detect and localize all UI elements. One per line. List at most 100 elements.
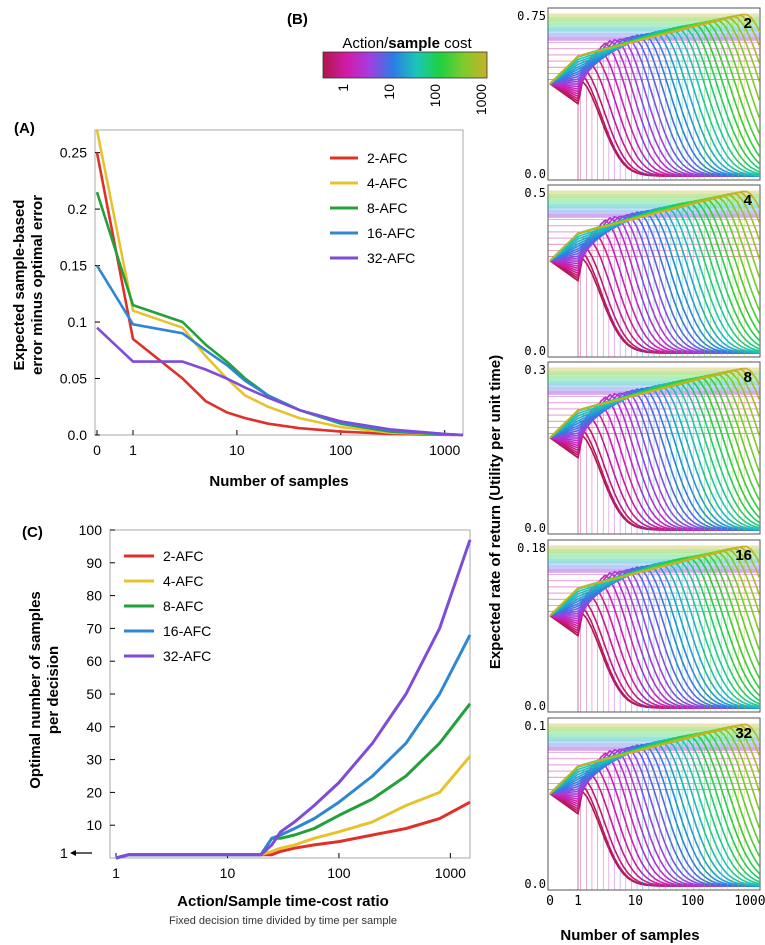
panel-a-legend-label: 32-AFC [367,250,415,266]
panel-c-x-axis-sublabel: Fixed decision time divided by time per … [169,915,397,927]
panel-b-colorbar-tick-label: 100 [427,84,443,108]
panel-c-x-axis-label: Action/Sample time-cost ratio [177,893,389,910]
panel-a-legend: 2-AFC 4-AFC 8-AFC 16-AFC 32-AFC [330,150,415,266]
panel-c-chart: Optimal number of samples per decision A… [27,522,472,927]
panel-b-y-max-label: 0.3 [524,363,546,377]
panel-b-return-curve [549,385,760,531]
panel-c-y-tick-label: 40 [86,719,102,735]
panel-b-colorbar-tick-label: 10 [381,84,397,100]
panel-c-x-tick-label: 1 [112,865,120,881]
panel-c-y-tick-label: 50 [86,686,102,702]
panel-b-x-tick-label: 0 [546,894,554,909]
panel-b-y-min-label: 0.0 [524,699,546,713]
panel-b-subpanel: 2 0.75 0.0 [517,7,761,181]
panel-b-subpanel-curves [548,545,760,712]
panel-b-return-curve [549,383,760,531]
panel-b-y-max-label: 0.5 [524,186,546,200]
panel-a-x-ticks: 0 1 10 100 1000 [93,430,460,458]
panel-b-colorbar-tick-label: 1 [335,84,351,92]
panel-c-series-line [115,539,472,860]
panel-a-series-line [96,326,464,437]
panel-b-y-max-label: 0.75 [517,9,546,23]
panel-a-chart: Expected sample-based error minus optima… [11,129,464,490]
panel-b-x-tick-label: 10 [627,894,643,909]
panel-c-y-tick-label: 30 [86,752,102,768]
panel-b-colorbar-label: Action/sample cost [342,35,472,52]
panel-c-y-tick-label: 10 [86,817,102,833]
panel-b-return-curve [549,190,760,262]
panel-c-x-ticks: 1 10 100 1000 [112,853,466,881]
panel-c-series-line [115,755,472,860]
panel-b-x-tick-label: 100 [681,894,704,909]
panel-b-return-curve [549,386,760,531]
panel-c-legend-label: 4-AFC [163,573,203,589]
panel-a-series-line [95,264,464,437]
panel-a-y-tick-label: 0.15 [60,258,87,274]
panel-b-subpanel-curves [548,190,760,357]
panel-c-x-tick-label: 10 [220,865,236,881]
panel-c-y-tick-label: 70 [86,620,102,636]
panel-b-subpanel-label: 8 [744,369,752,386]
colorbar-label-prefix: Action/ [342,35,389,52]
panel-label-a: (A) [14,120,35,137]
panel-c-y-tick-label: 20 [86,784,102,800]
panel-c-one-annotation-label: 1 [60,845,68,861]
panel-a-x-tick-label: 100 [329,442,353,458]
panel-b-y-max-label: 0.1 [524,719,546,733]
panel-b-return-curve [549,367,760,439]
panel-b-y-min-label: 0.0 [524,877,546,891]
panel-c-y-axis-label: Optimal number of samples per decision [27,591,62,789]
panel-b-return-curve [549,208,760,354]
panel-b-x-tick-label: 1000 [734,894,765,909]
panel-a-y-tick-label: 0.0 [68,427,88,443]
panel-a-y-axis-label: Expected sample-based error minus optima… [11,195,46,375]
panel-c-legend-label: 32-AFC [163,648,211,664]
panel-c-y-ticks: 10 20 30 40 50 60 70 80 90 100 [79,522,115,833]
panel-a-y-ticks: 0.0 0.05 0.1 0.15 0.2 0.25 [60,145,100,443]
panel-b-subpanel-curves [548,367,760,534]
panel-label-b: (B) [287,11,308,28]
panel-a-x-tick-label: 1000 [429,442,460,458]
panel-c-legend-label: 8-AFC [163,598,203,614]
panel-a-legend-label: 2-AFC [367,150,407,166]
panel-c-y-tick-label: 80 [86,588,102,604]
panel-a-series-line [95,129,464,437]
panel-b-subpanel-label: 32 [735,725,752,742]
panel-b-return-curve [549,741,760,887]
panel-b-subpanel-label: 16 [735,547,752,564]
panel-b-return-curve [549,209,760,354]
panel-a-x-tick-label: 10 [229,442,245,458]
panel-a-y-tick-label: 0.1 [68,314,88,330]
panel-a-x-axis-label: Number of samples [209,473,348,490]
panel-b-subpanel-label: 2 [744,15,752,32]
panel-c-y-tick-label: 60 [86,653,102,669]
colorbar-label-bold: sample [388,35,440,52]
panel-b-return-curve [549,561,760,709]
panel-c-y-tick-label: 100 [79,522,103,538]
panel-c-x-tick-label: 100 [327,865,351,881]
panel-c-y-axis-label-line1: Optimal number of samples [27,591,44,789]
panel-b-return-curve [549,739,760,887]
panel-a-x-tick-label: 0 [93,442,101,458]
panel-b-x-ticks: 0 1 10 100 1000 [546,894,765,909]
colorbar-label-suffix: cost [440,35,473,52]
panel-b-y-axis-label: Expected rate of return (Utility per uni… [487,355,504,669]
panel-label-c: (C) [22,524,43,541]
panel-b-subpanel-curves [548,723,760,890]
panel-b-return-curve [549,723,760,795]
panel-c-y-axis-label-line2: per decision [45,646,62,734]
panel-a-y-tick-label: 0.05 [60,371,87,387]
panel-c-legend-label: 16-AFC [163,623,211,639]
panel-a-plot-frame [94,129,464,436]
panel-a-legend-label: 16-AFC [367,225,415,241]
panel-b-return-curve [549,31,760,177]
panel-b-return-curve [549,13,760,85]
panel-b-subpanel-label: 4 [744,192,753,209]
panel-b-return-curve [549,206,760,354]
panel-c-series-lines [115,539,472,860]
panel-b-subpanel: 4 0.5 0.0 [524,184,761,358]
panel-b-return-curve [549,29,760,177]
panel-b-subpanel: 32 0.1 0.0 [524,717,761,891]
panel-c-one-annotation: 1 [60,845,92,861]
panel-b-subpanels: 2 0.75 0.0 4 0.5 0.0 8 0.3 0.0 16 0.18 0.0 32 0.1 0.0 [517,7,761,891]
